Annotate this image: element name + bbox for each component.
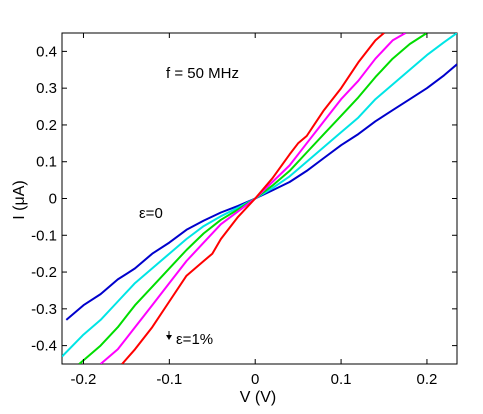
x-axis-title: V (V) [240, 389, 276, 406]
arrow-down-icon [166, 331, 172, 340]
x-tick-label: -0.1 [156, 371, 182, 388]
y-tick-label: -0.2 [31, 264, 57, 281]
series-group [62, 33, 457, 364]
y-tick-label: 0.3 [36, 80, 57, 97]
y-tick-label: -0.1 [31, 227, 57, 244]
plot-frame [61, 32, 458, 365]
ticks-group: -0.2 -0.1 0 0.1 0.2 -0.4 -0.3 -0.2 -0.1 0 0.1 0.2 0.… [31, 33, 457, 388]
series-line-2 [62, 33, 457, 358]
annotation-frequency: f = 50 MHz [166, 65, 239, 82]
x-tick-label: 0 [251, 371, 259, 388]
y-tick-label: 0.2 [36, 117, 57, 134]
y-tick-label: 0.4 [36, 43, 57, 60]
y-tick-label: -0.3 [31, 301, 57, 318]
series-line-5 [121, 33, 385, 364]
y-tick-label: 0 [49, 191, 57, 208]
x-tick-label: 0.1 [331, 371, 352, 388]
annotation-eps-high: ε=1% [176, 331, 213, 348]
x-tick-label: 0.2 [417, 371, 438, 388]
y-tick-label: -0.4 [31, 338, 57, 355]
x-tick-label: -0.2 [71, 371, 97, 388]
annotation-eps-low: ε=0 [139, 205, 163, 222]
y-axis-title: I (μA) [11, 180, 28, 219]
y-tick-label: 0.1 [36, 154, 57, 171]
